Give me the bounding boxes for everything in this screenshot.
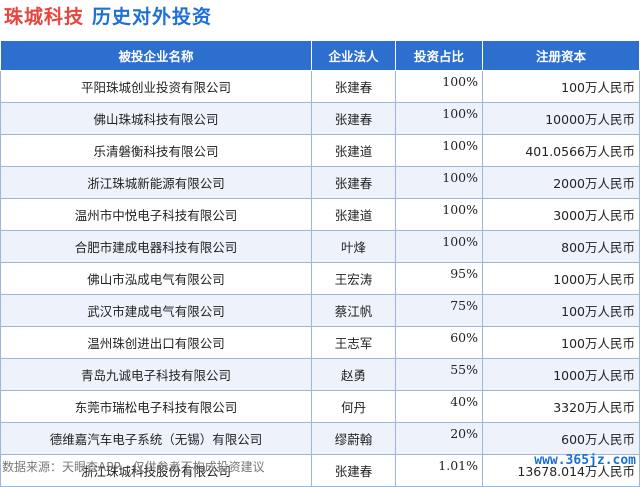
table-row: 佛山市泓成电气有限公司 王宏涛 95% 1000万人民币 bbox=[0, 262, 640, 295]
company-name-cell: 佛山市泓成电气有限公司 bbox=[0, 262, 312, 295]
investment-ratio-cell: 20% bbox=[395, 422, 483, 455]
legal-person-cell: 赵勇 bbox=[311, 358, 396, 391]
page-header: 珠城科技 历史对外投资 bbox=[0, 0, 640, 36]
company-name-cell: 平阳珠城创业投资有限公司 bbox=[0, 70, 312, 103]
legal-person-cell: 张建春 bbox=[311, 166, 396, 199]
investment-ratio-cell: 100% bbox=[395, 230, 483, 263]
registered-capital-cell: 10000万人民币 bbox=[482, 102, 640, 135]
company-name-cell: 浙江珠城新能源有限公司 bbox=[0, 166, 312, 199]
legal-person-cell: 张建道 bbox=[311, 134, 396, 167]
legal-person-cell: 缪蔚翰 bbox=[311, 422, 396, 455]
table-row: 浙江珠城新能源有限公司 张建春 100% 2000万人民币 bbox=[0, 166, 640, 199]
table-row: 温州市中悦电子科技有限公司 张建道 100% 3000万人民币 bbox=[0, 198, 640, 231]
section-title: 历史对外投资 bbox=[92, 6, 213, 28]
investment-ratio-cell: 60% bbox=[395, 326, 483, 359]
registered-capital-cell: 1000万人民币 bbox=[482, 262, 640, 295]
investment-ratio-cell: 40% bbox=[395, 390, 483, 423]
company-name-cell: 武汉市建成电气有限公司 bbox=[0, 294, 312, 327]
legal-person-cell: 叶烽 bbox=[311, 230, 396, 263]
company-name-cell: 佛山珠城科技有限公司 bbox=[0, 102, 312, 135]
table-row: 佛山珠城科技有限公司 张建春 100% 10000万人民币 bbox=[0, 102, 640, 135]
legal-person-cell: 何丹 bbox=[311, 390, 396, 423]
data-source-note: 数据来源：天眼查APP，仅供参考不构成投资建议 bbox=[2, 460, 265, 474]
table-row: 合肥市建成电器科技有限公司 叶烽 100% 800万人民币 bbox=[0, 230, 640, 263]
investment-ratio-cell: 75% bbox=[395, 294, 483, 327]
registered-capital-cell: 401.0566万人民币 bbox=[482, 134, 640, 167]
investment-table-container: 被投企业名称 企业法人 投资占比 注册资本 平阳珠城创业投资有限公司 张建春 100… bbox=[0, 40, 640, 487]
table-row: 东莞市瑞松电子科技有限公司 何丹 40% 3320万人民币 bbox=[0, 390, 640, 423]
column-header-ratio: 投资占比 bbox=[395, 40, 483, 71]
investment-ratio-cell: 100% bbox=[395, 134, 483, 167]
investment-ratio-cell: 100% bbox=[395, 198, 483, 231]
registered-capital-cell: 2000万人民币 bbox=[482, 166, 640, 199]
table-row: 武汉市建成电气有限公司 蔡江帆 75% 100万人民币 bbox=[0, 294, 640, 327]
table-row: 德维嘉汽车电子系统（无锡）有限公司 缪蔚翰 20% 600万人民币 bbox=[0, 422, 640, 455]
column-header-person: 企业法人 bbox=[311, 40, 396, 71]
legal-person-cell: 蔡江帆 bbox=[311, 294, 396, 327]
registered-capital-cell: 800万人民币 bbox=[482, 230, 640, 263]
site-watermark-url: www.365jz.com bbox=[534, 453, 636, 468]
company-name-cell: 乐清磐衡科技有限公司 bbox=[0, 134, 312, 167]
legal-person-cell: 王宏涛 bbox=[311, 262, 396, 295]
table-row: 乐清磐衡科技有限公司 张建道 100% 401.0566万人民币 bbox=[0, 134, 640, 167]
registered-capital-cell: 3000万人民币 bbox=[482, 198, 640, 231]
investment-ratio-cell: 1.01% bbox=[395, 454, 483, 487]
company-name-cell: 温州珠创进出口有限公司 bbox=[0, 326, 312, 359]
investment-ratio-cell: 95% bbox=[395, 262, 483, 295]
investment-ratio-cell: 55% bbox=[395, 358, 483, 391]
registered-capital-cell: 600万人民币 bbox=[482, 422, 640, 455]
company-title: 珠城科技 bbox=[4, 6, 85, 28]
investment-ratio-cell: 100% bbox=[395, 70, 483, 103]
company-name-cell: 青岛九诚电子科技有限公司 bbox=[0, 358, 312, 391]
registered-capital-cell: 3320万人民币 bbox=[482, 390, 640, 423]
investment-ratio-cell: 100% bbox=[395, 166, 483, 199]
company-name-cell: 东莞市瑞松电子科技有限公司 bbox=[0, 390, 312, 423]
column-header-name: 被投企业名称 bbox=[0, 40, 312, 71]
legal-person-cell: 张建春 bbox=[311, 454, 396, 487]
table-row: 温州珠创进出口有限公司 王志军 60% 100万人民币 bbox=[0, 326, 640, 359]
column-header-capital: 注册资本 bbox=[482, 40, 640, 71]
investment-table: 被投企业名称 企业法人 投资占比 注册资本 平阳珠城创业投资有限公司 张建春 100… bbox=[0, 40, 640, 487]
registered-capital-cell: 100万人民币 bbox=[482, 70, 640, 103]
table-header-row: 被投企业名称 企业法人 投资占比 注册资本 bbox=[0, 40, 640, 71]
legal-person-cell: 张建春 bbox=[311, 102, 396, 135]
registered-capital-cell: 100万人民币 bbox=[482, 326, 640, 359]
investment-ratio-cell: 100% bbox=[395, 102, 483, 135]
table-row: 青岛九诚电子科技有限公司 赵勇 55% 1000万人民币 bbox=[0, 358, 640, 391]
registered-capital-cell: 100万人民币 bbox=[482, 294, 640, 327]
company-name-cell: 温州市中悦电子科技有限公司 bbox=[0, 198, 312, 231]
table-row: 平阳珠城创业投资有限公司 张建春 100% 100万人民币 bbox=[0, 70, 640, 103]
company-name-cell: 合肥市建成电器科技有限公司 bbox=[0, 230, 312, 263]
company-name-cell: 德维嘉汽车电子系统（无锡）有限公司 bbox=[0, 422, 312, 455]
legal-person-cell: 张建春 bbox=[311, 70, 396, 103]
legal-person-cell: 王志军 bbox=[311, 326, 396, 359]
registered-capital-cell: 1000万人民币 bbox=[482, 358, 640, 391]
legal-person-cell: 张建道 bbox=[311, 198, 396, 231]
